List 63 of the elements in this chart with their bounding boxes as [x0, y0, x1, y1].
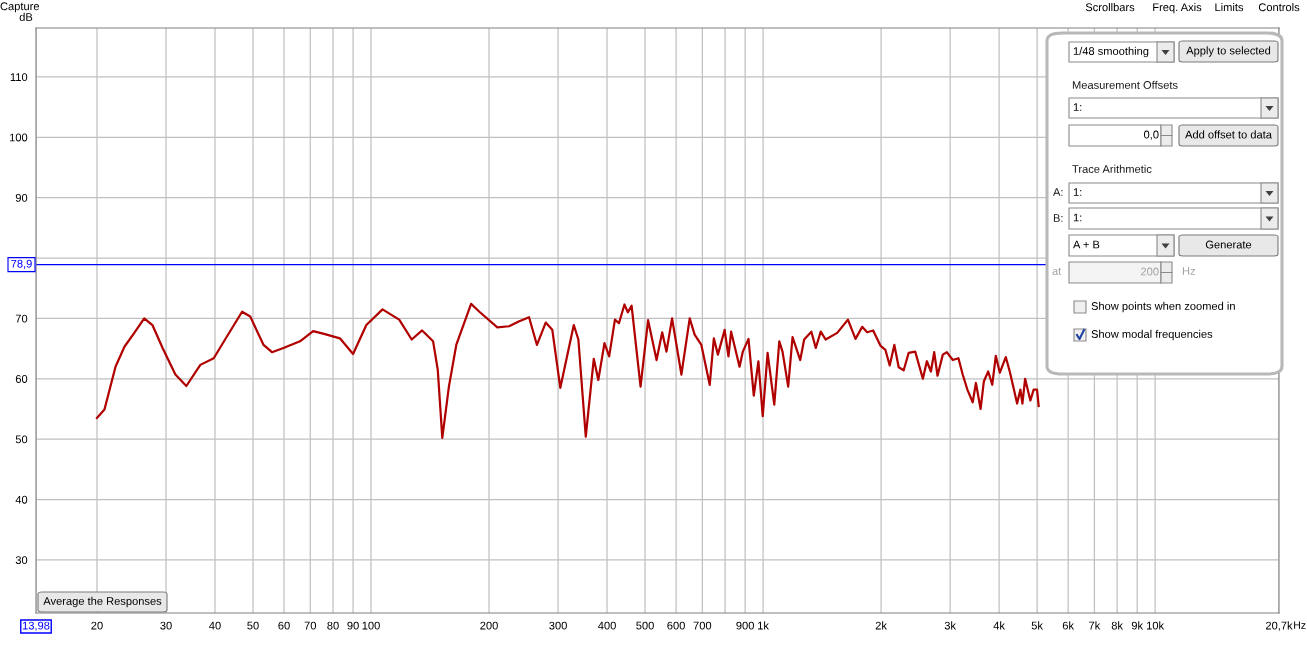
x-tick-label: 300: [549, 621, 567, 630]
text: Scrollbars: [1085, 3, 1135, 12]
x-tick-label: 6k: [1062, 621, 1075, 630]
text: Controls: [1258, 3, 1300, 12]
x-tick-label: 100: [362, 621, 380, 630]
x-tick-label: 13,98: [22, 621, 50, 631]
x-tick-label: 500: [636, 621, 654, 630]
text: Capture: [0, 2, 40, 13]
x-tick-label: 5k: [1031, 621, 1043, 630]
y-tick-label: 50: [15, 435, 28, 444]
x-tick-label: 70: [304, 621, 317, 630]
annotation: 1:: [1073, 188, 1082, 196]
x-tick-label: 700: [693, 621, 712, 630]
x-tick-label: 200: [480, 621, 498, 630]
x-tick-label: 8k: [1111, 621, 1124, 630]
annotation: B:: [1053, 214, 1063, 222]
y-tick-label: 90: [15, 193, 28, 202]
x-tick-label: 7k: [1089, 621, 1101, 630]
x-tick-label: 90: [347, 621, 359, 630]
x-tick-label: 50: [247, 621, 259, 630]
annotation: Trace Arithmetic: [1072, 164, 1152, 173]
annotation: 1:: [1073, 103, 1082, 111]
annotation: Apply to selected: [1186, 46, 1271, 57]
text: Limits: [1215, 3, 1244, 12]
x-tick-label: 10k: [1147, 621, 1165, 630]
annotation: A:: [1053, 188, 1063, 196]
annotation: Average the Responses: [43, 596, 162, 608]
ref-line-label: 78,9: [11, 259, 32, 269]
x-tick-label: 30: [160, 621, 172, 630]
annotation: 0,0: [1143, 130, 1159, 140]
x-tick-label: 600: [667, 621, 685, 630]
x-tick-label: 900: [736, 621, 754, 630]
x-tick-label: 40: [209, 621, 221, 630]
text: Freq. Axis: [1153, 3, 1202, 14]
x-tick-label: 60: [278, 621, 290, 630]
annotation: Measurement Offsets: [1072, 80, 1178, 89]
y-tick-label: 70: [15, 314, 28, 323]
x-tick-label: 2k: [875, 621, 887, 630]
x-tick-label: 1k: [758, 621, 769, 630]
x-tick-label: 20,7k: [1265, 621, 1293, 631]
annotation: Hz: [1182, 267, 1196, 275]
x-tick-label: 3k: [944, 621, 957, 630]
x-tick-label: 80: [327, 621, 339, 630]
annotation: Show points when zoomed in: [1091, 301, 1235, 313]
x-tick-label: 4k: [993, 621, 1005, 630]
y-tick-label: 100: [9, 133, 28, 142]
y-axis-title: dB: [19, 12, 33, 21]
x-axis-title: Hz: [1294, 621, 1306, 629]
y-tick-label: 40: [15, 495, 28, 504]
annotation: Show modal frequencies: [1091, 329, 1213, 341]
annotation: at: [1052, 267, 1062, 275]
annotation: 200: [1141, 267, 1159, 276]
y-tick-label: 30: [15, 556, 28, 565]
annotation: A + B: [1073, 240, 1100, 249]
y-tick-label: 60: [15, 375, 28, 383]
annotation: Add offset to data: [1185, 130, 1272, 139]
annotation: 1:: [1073, 213, 1082, 222]
y-tick-label: 110: [10, 73, 28, 82]
x-tick-label: 400: [598, 621, 616, 630]
annotation: 1/48 smoothing: [1073, 46, 1149, 58]
annotation: Generate: [1205, 240, 1252, 249]
x-tick-label: 20: [91, 621, 103, 630]
x-tick-label: 9k: [1131, 621, 1144, 630]
